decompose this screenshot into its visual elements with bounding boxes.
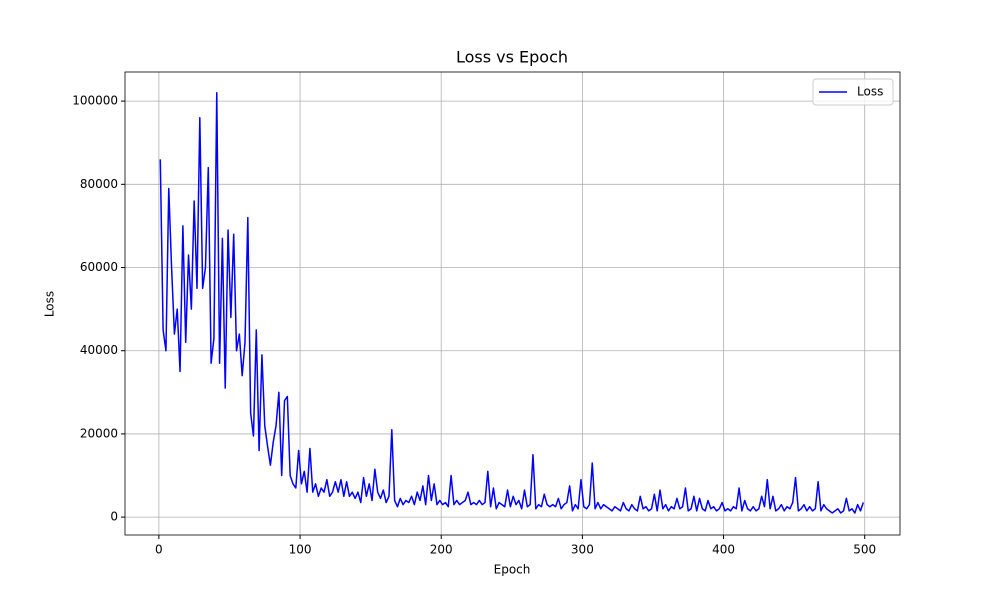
y-axis-label: Loss — [43, 291, 57, 317]
x-tick-label: 100 — [289, 543, 312, 557]
x-tick-label: 500 — [853, 543, 876, 557]
x-tick-label: 400 — [712, 543, 735, 557]
x-axis-label: Epoch — [494, 563, 531, 577]
x-tick-label: 200 — [430, 543, 453, 557]
plot-frame — [124, 71, 901, 536]
legend-label: Loss — [857, 85, 883, 99]
y-tick-label: 60000 — [80, 260, 118, 274]
legend-box — [812, 78, 894, 106]
y-tick-label: 100000 — [72, 94, 118, 108]
x-tick-label: 0 — [155, 543, 163, 557]
line-series — [159, 92, 865, 514]
y-tick-label: 0 — [110, 510, 118, 524]
y-tick-label: 80000 — [80, 177, 118, 191]
y-tick-label: 20000 — [80, 426, 118, 440]
chart-title: Loss vs Epoch — [456, 48, 568, 67]
x-tick-label: 300 — [571, 543, 594, 557]
y-tick-label: 40000 — [80, 343, 118, 357]
